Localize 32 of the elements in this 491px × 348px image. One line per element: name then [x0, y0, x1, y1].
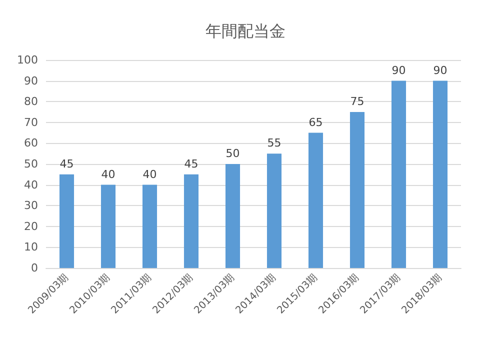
bar — [266, 154, 282, 268]
data-label: 90 — [392, 64, 406, 77]
bar — [142, 184, 158, 268]
data-label: 40 — [142, 168, 157, 181]
data-label: 45 — [60, 157, 74, 170]
y-tick-label: 60 — [24, 136, 38, 150]
y-tick-label: 0 — [31, 262, 38, 274]
y-tick-label: 20 — [24, 220, 38, 233]
y-tick-label: 80 — [24, 95, 38, 108]
data-label: 45 — [184, 157, 198, 170]
bar — [391, 80, 406, 268]
bar — [350, 112, 365, 268]
y-tick-label: 50 — [24, 158, 38, 170]
bar — [432, 80, 448, 268]
chart-title: 年間配当金 — [206, 22, 286, 40]
y-tick-label: 30 — [24, 199, 38, 212]
bar — [308, 132, 324, 268]
data-label: 75 — [350, 95, 364, 108]
data-label: 40 — [101, 168, 116, 181]
y-tick-label: 10 — [24, 240, 38, 254]
bar — [100, 184, 116, 268]
data-label: 55 — [267, 136, 282, 150]
y-tick-label: 90 — [24, 74, 38, 88]
data-label: 50 — [226, 147, 240, 160]
y-tick-label: 40 — [24, 178, 38, 192]
data-label: 65 — [308, 116, 323, 129]
bar — [184, 174, 199, 268]
bar — [225, 164, 240, 268]
bar — [59, 174, 74, 268]
y-tick-label: 100 — [17, 54, 38, 66]
y-tick-label: 70 — [24, 116, 38, 129]
data-label: 90 — [433, 64, 448, 77]
